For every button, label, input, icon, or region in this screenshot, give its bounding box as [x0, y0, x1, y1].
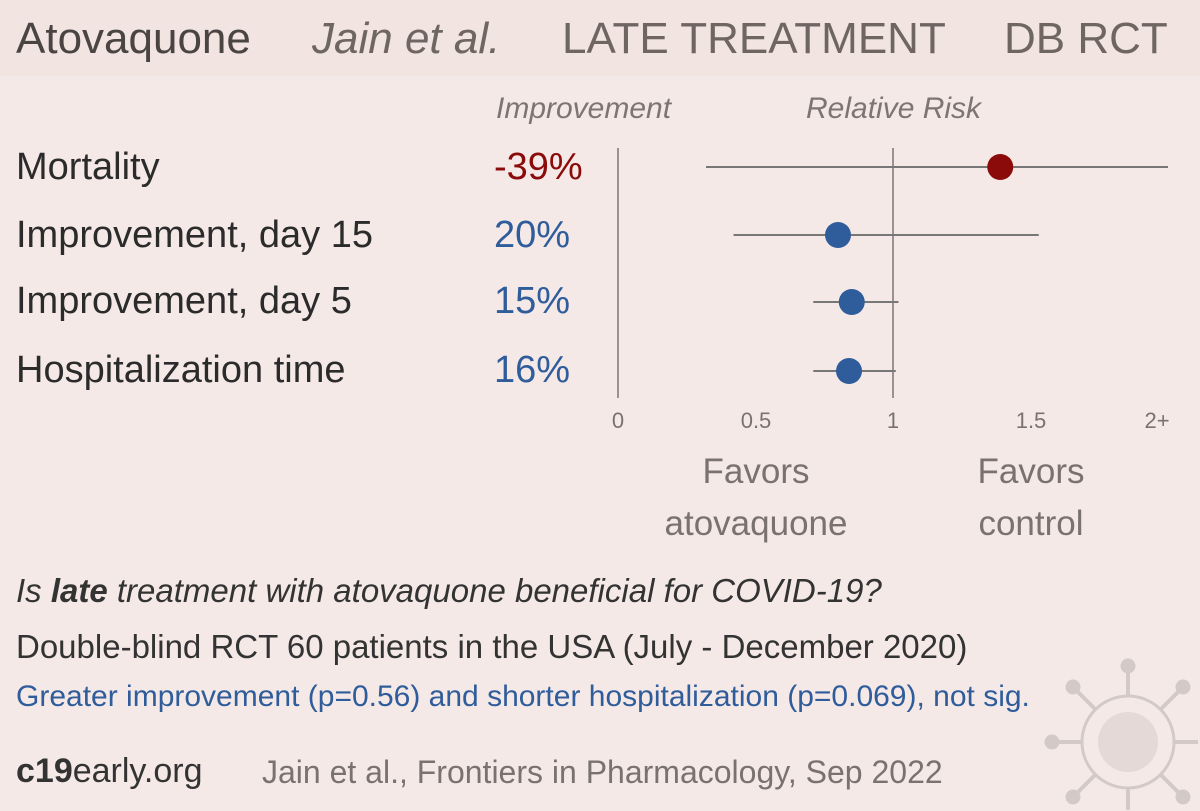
favors-treatment-line-2: atovaquone — [664, 504, 848, 543]
row-label-improvement-day-5: Improvement, day 5 — [16, 280, 352, 322]
result-text: Greater improvement (p=0.56) and shorter… — [16, 680, 1030, 713]
point-estimate-0 — [987, 154, 1014, 180]
question-pre: Is — [16, 572, 51, 609]
x-tick-1: 1 — [886, 408, 900, 433]
relative-risk-column-header: Relative Risk — [806, 92, 982, 125]
site-name: c19early.org — [16, 752, 203, 791]
question-post: treatment with atovaquone beneficial for… — [107, 572, 882, 609]
row-label-improvement-day-15: Improvement, day 15 — [16, 214, 373, 256]
favors-treatment-label: Favors atovaquone — [665, 446, 848, 550]
stage-title: LATE TREATMENT — [562, 14, 946, 63]
favors-treatment-line-1: Favors — [702, 452, 810, 491]
favors-control-line-2: control — [978, 504, 1084, 543]
favors-control-line-1: Favors — [977, 452, 1085, 491]
x-tick-1.5: 1.5 — [1015, 408, 1047, 433]
favors-control-label: Favors control — [978, 446, 1085, 550]
drug-title: Atovaquone — [16, 14, 251, 63]
site-name-rest: early.org — [72, 752, 203, 790]
row-value-mortality: -39% — [494, 146, 583, 188]
row-label-hospitalization-time: Hospitalization time — [16, 349, 346, 391]
row-value-improvement-day-15: 20% — [494, 214, 571, 256]
site-name-bold: c19 — [16, 752, 73, 790]
question-text: Is late treatment with atovaquone benefi… — [16, 572, 882, 610]
header-bar: Atovaquone Jain et al. LATE TREATMENT DB… — [0, 0, 1200, 76]
question-bold: late — [50, 572, 108, 609]
row-value-hospitalization-time: 16% — [494, 349, 571, 391]
x-tick-2-plus: 2+ — [1144, 408, 1170, 433]
row-value-improvement-day-5: 15% — [494, 280, 571, 322]
x-tick-0.5: 0.5 — [740, 408, 772, 433]
citation: Jain et al., Frontiers in Pharmacology, … — [262, 754, 943, 790]
authors-title: Jain et al. — [312, 14, 501, 63]
point-estimate-2 — [838, 289, 865, 315]
point-estimate-3 — [836, 358, 862, 384]
design-title: DB RCT — [1004, 14, 1168, 63]
improvement-column-header: Improvement — [496, 92, 672, 125]
virus-icon — [1044, 658, 1198, 810]
row-label-mortality: Mortality — [16, 146, 160, 188]
design-text: Double-blind RCT 60 patients in the USA … — [16, 628, 968, 665]
x-tick-0: 0 — [611, 408, 625, 433]
point-estimate-1 — [825, 222, 851, 248]
